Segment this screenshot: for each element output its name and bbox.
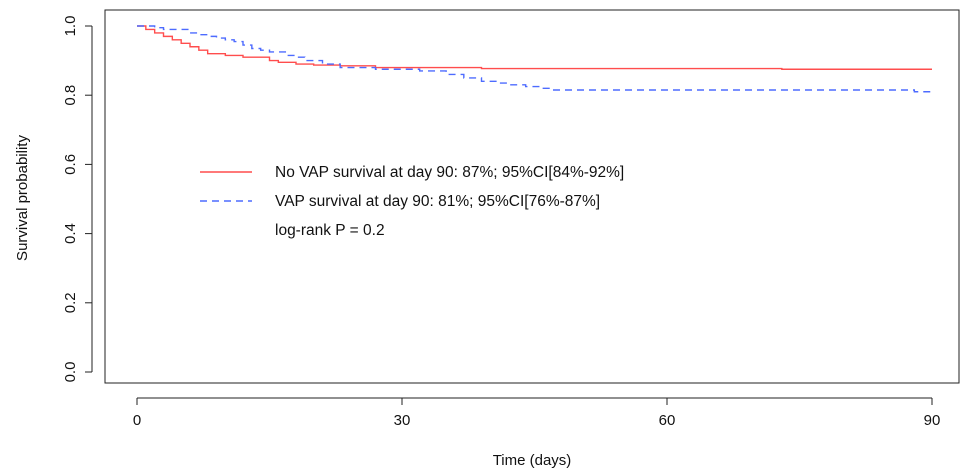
plot-box: [104, 9, 960, 384]
legend-label-vap: VAP survival at day 90: 81%; 95%CI[76%-8…: [275, 193, 600, 210]
legend: No VAP survival at day 90: 87%; 95%CI[84…: [200, 164, 624, 239]
y-axis-title: Survival probability: [14, 135, 31, 261]
series-line-no-vap: [137, 25, 932, 70]
y-tick-label: 1.0: [62, 16, 79, 37]
x-axis: 0 30 60 90: [133, 397, 941, 429]
y-tick-label: 0.8: [62, 85, 79, 106]
x-tick-label: 60: [659, 412, 676, 429]
legend-label-no-vap: No VAP survival at day 90: 87%; 95%CI[84…: [275, 164, 624, 181]
y-tick-label: 0.0: [62, 362, 79, 383]
y-tick-label: 0.4: [62, 223, 79, 244]
y-tick-label: 0.6: [62, 154, 79, 175]
series-line-vap: [137, 25, 932, 93]
x-axis-title: Time (days): [493, 452, 572, 469]
log-rank-annotation: log-rank P = 0.2: [275, 222, 385, 239]
x-tick-label: 90: [924, 412, 941, 429]
y-tick-label: 0.2: [62, 292, 79, 313]
x-tick-label: 30: [394, 412, 411, 429]
series-layer: [137, 25, 932, 93]
y-axis: 0.0 0.2 0.4 0.6 0.8 1.0: [62, 16, 93, 383]
x-tick-label: 0: [133, 412, 141, 429]
